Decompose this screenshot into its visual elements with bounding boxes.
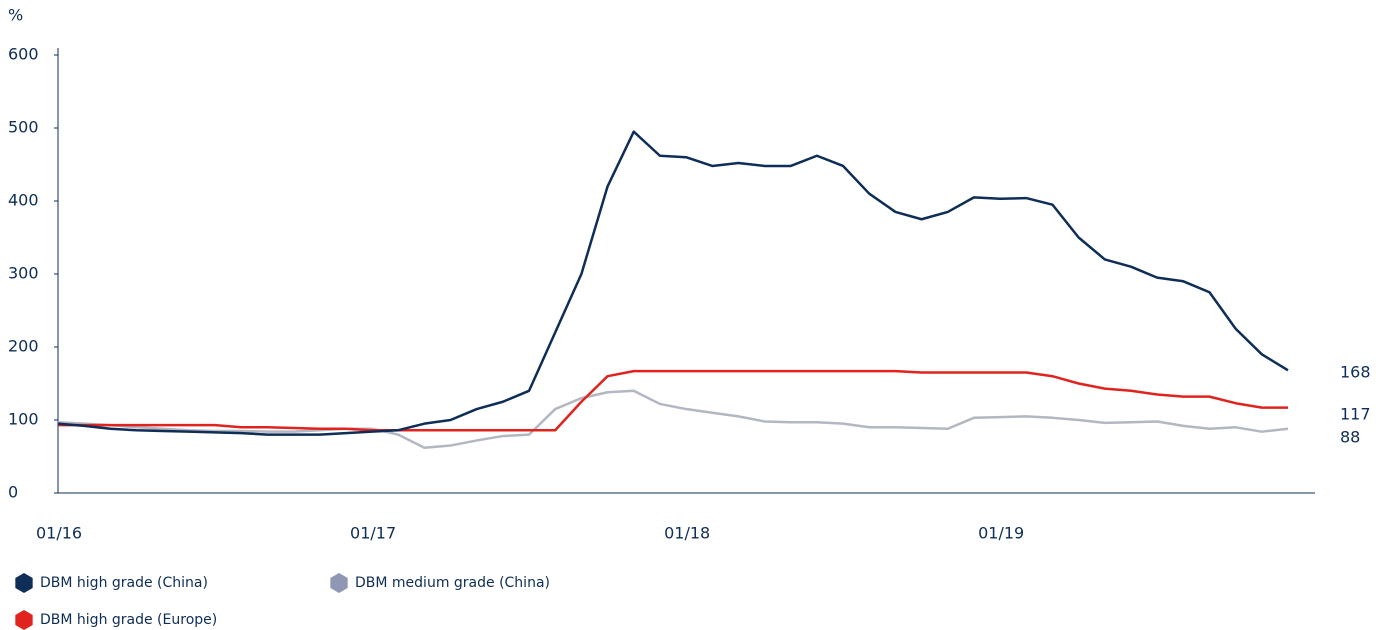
end-label: 168 bbox=[1340, 363, 1371, 382]
y-axis-label: % bbox=[8, 6, 23, 25]
y-tick-label: 300 bbox=[8, 264, 39, 283]
y-tick-label: 400 bbox=[8, 191, 39, 210]
legend-swatch bbox=[330, 573, 348, 593]
y-tick-label: 600 bbox=[8, 45, 39, 64]
end-label: 88 bbox=[1340, 428, 1360, 447]
y-tick-label: 500 bbox=[8, 118, 39, 137]
x-tick-label: 01/16 bbox=[36, 524, 82, 543]
legend-label: DBM high grade (Europe) bbox=[40, 612, 217, 628]
legend-label: DBM high grade (China) bbox=[40, 575, 208, 591]
y-tick-label: 0 bbox=[8, 483, 18, 502]
x-tick-label: 01/18 bbox=[664, 524, 710, 543]
series-line bbox=[57, 130, 1289, 436]
y-tick-label: 200 bbox=[8, 337, 39, 356]
legend-label: DBM medium grade (China) bbox=[355, 575, 550, 591]
y-tick-label: 100 bbox=[8, 410, 39, 429]
series-line bbox=[58, 369, 1288, 432]
x-tick-label: 01/19 bbox=[978, 524, 1024, 543]
series-line bbox=[57, 389, 1289, 449]
legend-swatch bbox=[15, 573, 33, 593]
legend-swatch bbox=[15, 610, 33, 630]
end-label: 117 bbox=[1340, 405, 1371, 424]
x-tick-label: 01/17 bbox=[350, 524, 396, 543]
